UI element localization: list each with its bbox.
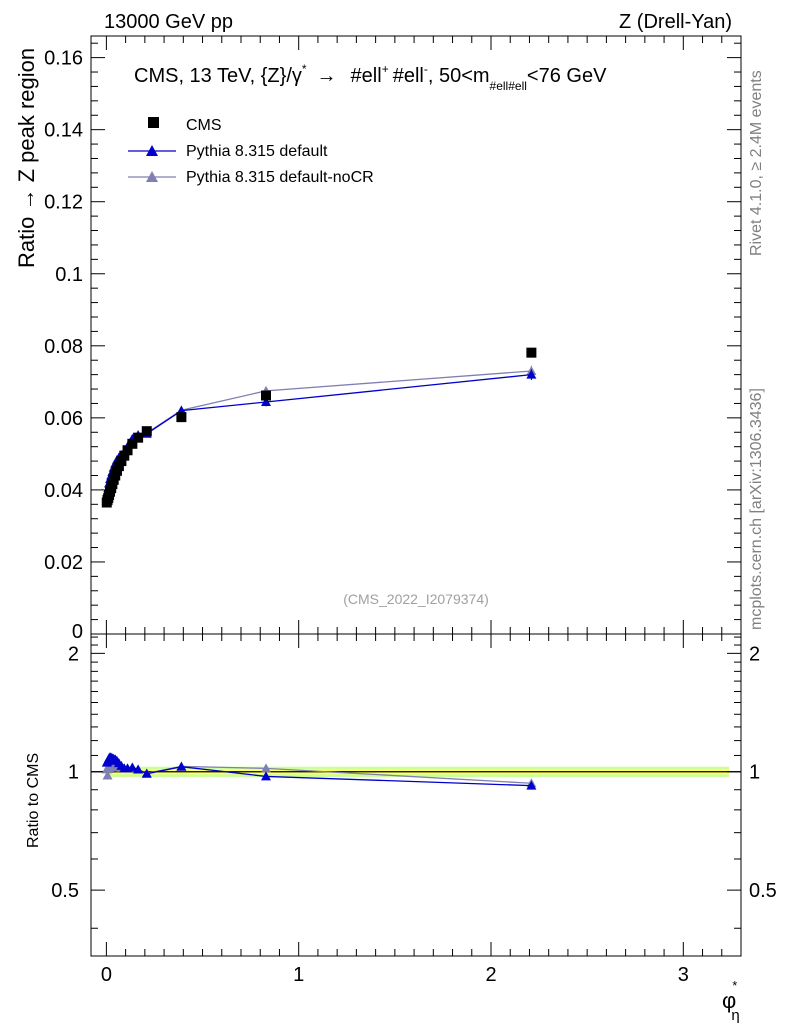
process-label: Z (Drell-Yan) [619,11,732,33]
cms-data-point [176,412,187,423]
ratio-plot-area: 0 1 2 3 0.5 0.5 1 1 2 2 [51,633,777,986]
ratio-y-tick-label: 1 [68,762,79,784]
x-tick-label: 1 [293,964,304,986]
analysis-id-watermark: (CMS_2022_I2079374) [343,591,489,607]
rivet-version-label: Rivet 4.1.0, ≥ 2.4M events [748,70,765,256]
pythia-nocr-ratio-point [102,770,113,780]
legend: CMS Pythia 8.315 default Pythia 8.315 de… [128,117,374,186]
y-tick-label: 0.04 [44,480,83,502]
ratio-y-tick-label: 2 [68,643,79,665]
pythia-nocr-ratio-point [261,763,271,773]
cms-data-point [127,438,138,449]
ratio-y-tick-label: 0.5 [51,880,79,902]
legend-marker-pythia-default [146,145,158,156]
y-tick-label: 0.14 [44,120,83,142]
pythia-default-point [526,369,537,379]
y-axis-label: Ratio → Z peak region [14,48,39,268]
pythia-default-ratio-point [141,768,152,778]
cms-data-point [133,432,144,443]
pythia-default-point [261,397,271,407]
y-tick-label: 0 [72,621,83,643]
ratio-y-axis-label: Ratio to CMS [25,753,42,848]
pythia-default-ratio-point [261,771,271,781]
ratio-y-tick-label-right: 0.5 [749,880,777,902]
y-tick-label: 0.06 [44,408,83,430]
pythia-default-line [106,373,532,496]
y-tick-label: 0.16 [44,48,83,70]
ratio-plot-frame [90,633,742,957]
pythia-default-ratio-point [526,780,537,790]
x-tick-label: 2 [485,964,496,986]
x-tick-label: 3 [678,964,689,986]
legend-marker-cms [148,117,159,128]
cms-data-point [116,456,127,467]
pythia-default-ratio-point [127,762,138,772]
cms-data-point [261,390,271,401]
plot-title: CMS, 13 TeV, {Z}/γ* → #ell+ #ell-, 50<m#ell… [134,62,607,93]
collision-energy-label: 13000 GeV pp [104,11,233,33]
legend-label-cms: CMS [186,117,222,134]
legend-marker-pythia-nocr [146,171,158,182]
y-tick-label: 0.12 [44,192,83,214]
legend-label-pythia-default: Pythia 8.315 default [186,143,328,160]
y-tick-label: 0.02 [44,552,83,574]
cms-data-point [141,426,152,437]
pythia-nocr-line [106,370,532,501]
ratio-y-tick-label-right: 2 [749,643,760,665]
x-axis-label: φ* η [722,978,740,1024]
legend-label-pythia-nocr: Pythia 8.315 default-noCR [186,169,374,186]
cms-data-point [119,450,130,461]
mcplots-reference-label: mcplots.cern.ch [arXiv:1306.3436] [748,388,765,630]
pythia-default-ratio-point [133,764,144,774]
cms-data-point [526,347,537,358]
y-tick-label: 0.1 [55,264,83,286]
pythia-default-ratio-point [176,761,187,771]
y-tick-label: 0.08 [44,336,83,358]
x-tick-label: 0 [101,964,112,986]
ratio-y-tick-label-right: 1 [749,762,760,784]
cms-data-point [113,461,124,472]
cms-data-point [122,445,133,456]
